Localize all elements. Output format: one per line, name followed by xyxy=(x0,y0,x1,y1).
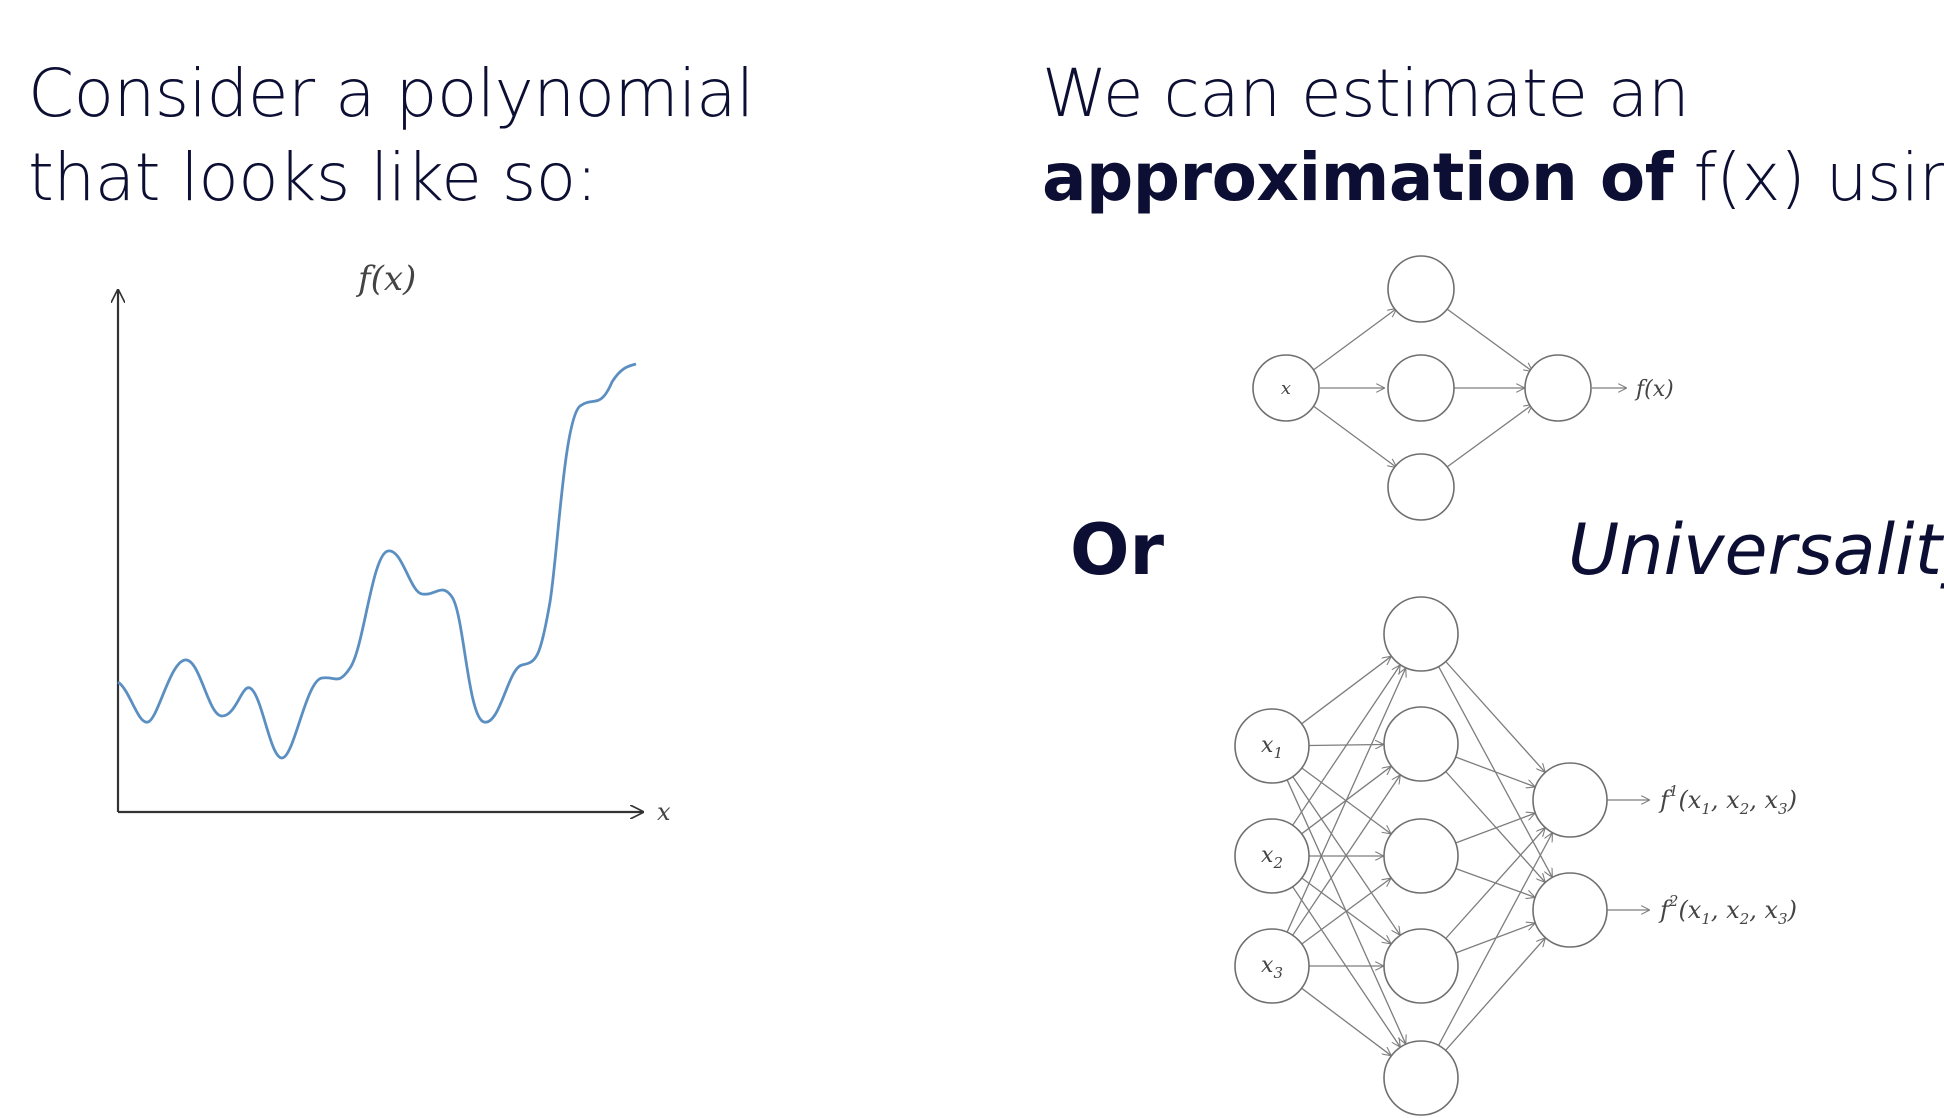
edge xyxy=(1301,657,1391,725)
or-label: Or xyxy=(1070,509,1165,591)
input-node xyxy=(1234,818,1310,894)
edge xyxy=(1446,405,1532,468)
right-heading-line2: approximation of f(x) using xyxy=(1042,136,1944,220)
hidden-node xyxy=(1387,255,1455,323)
edge xyxy=(1301,879,1391,945)
hidden-node xyxy=(1387,354,1455,422)
x1-subscript: 1 xyxy=(1273,744,1283,762)
edge xyxy=(1292,666,1400,826)
output-node xyxy=(1532,872,1608,948)
edge xyxy=(1445,661,1545,772)
edge xyxy=(1311,404,1396,467)
output-label-f2: f2(x1, x2, x3) xyxy=(1658,892,1797,928)
input-label: x xyxy=(1281,378,1291,399)
left-heading: Consider a polynomial that looks like so… xyxy=(28,52,754,220)
edge xyxy=(1445,938,1545,1051)
edge xyxy=(1446,308,1532,371)
right-heading: We can estimate an approximation of f(x)… xyxy=(1042,52,1944,220)
hidden-node xyxy=(1387,453,1455,521)
input-node xyxy=(1234,708,1310,784)
output-label: f(x) xyxy=(1634,377,1674,402)
edge xyxy=(1437,834,1553,1046)
x2-subscript: 2 xyxy=(1272,854,1283,872)
polynomial-plot: f(x) x xyxy=(118,259,671,826)
network-large xyxy=(1234,596,1649,1116)
edge xyxy=(1292,776,1400,936)
output-label-f1: f1(x1, x2, x3) xyxy=(1658,782,1797,818)
output-node xyxy=(1532,762,1608,838)
hidden-node xyxy=(1383,1040,1459,1116)
hidden-node xyxy=(1383,818,1459,894)
edge xyxy=(1445,771,1545,882)
input-node xyxy=(1234,928,1310,1004)
edge xyxy=(1286,669,1405,933)
polynomial-curve xyxy=(117,362,637,760)
hidden-node xyxy=(1383,596,1459,672)
output-node xyxy=(1524,354,1592,422)
hidden-node xyxy=(1383,928,1459,1004)
right-heading-rest: f(x) using xyxy=(1693,139,1944,216)
network-small: x f(x) xyxy=(1252,255,1674,521)
left-heading-line1: Consider a polynomial xyxy=(28,55,754,132)
right-heading-bold: approximation of xyxy=(1042,139,1673,216)
y-axis-label: f(x) xyxy=(355,259,416,299)
edge xyxy=(1301,987,1391,1055)
edge xyxy=(1455,756,1535,787)
edge xyxy=(1311,309,1396,372)
hidden-node xyxy=(1383,706,1459,782)
x3-subscript: 3 xyxy=(1273,964,1283,982)
edge xyxy=(1455,813,1535,844)
edge xyxy=(1455,923,1535,954)
edge xyxy=(1445,828,1545,939)
input-node xyxy=(1252,354,1320,422)
left-heading-line2: that looks like so: xyxy=(28,139,598,216)
universality-label: Universality xyxy=(1568,509,1944,591)
right-heading-line1: We can estimate an xyxy=(1042,55,1690,132)
network-large-labels: x1 x2 x3 f1(x1, x2, x3) f2(x1, x2, x3) xyxy=(1261,733,1797,982)
x-axis-label: x xyxy=(657,798,671,826)
